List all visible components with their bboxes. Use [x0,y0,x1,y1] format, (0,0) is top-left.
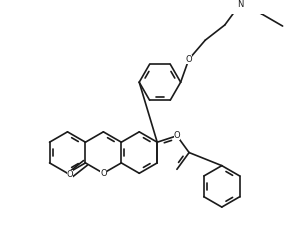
Text: N: N [237,0,243,9]
Text: O: O [174,131,180,140]
Text: O: O [100,169,107,178]
Text: O: O [185,55,192,64]
Text: O: O [67,170,74,179]
